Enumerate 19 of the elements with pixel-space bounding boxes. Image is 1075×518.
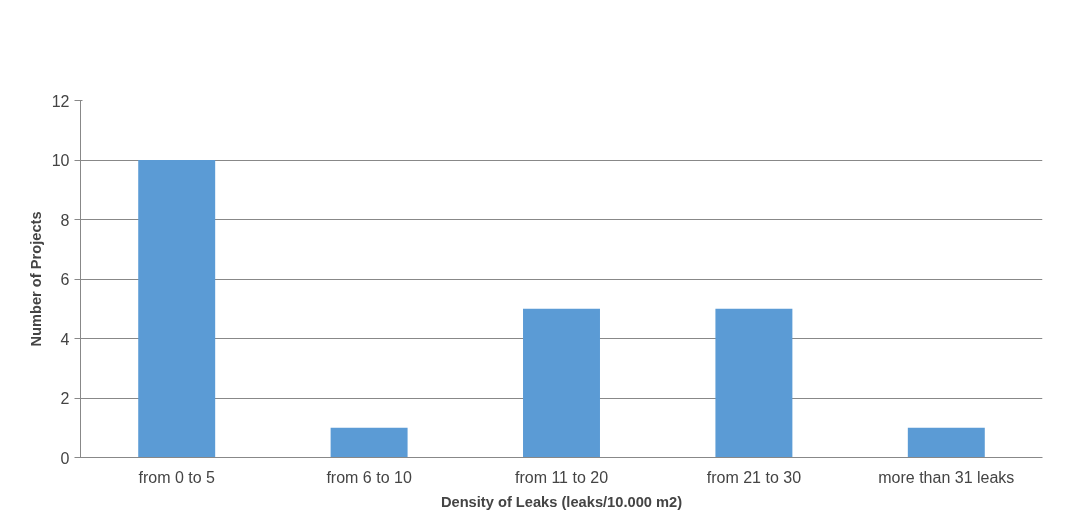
y-tick-label: 2	[60, 390, 70, 407]
y-axis-title: Number of Projects	[27, 211, 44, 347]
x-tick-label: from 21 to 30	[706, 468, 802, 486]
bar	[138, 160, 216, 458]
y-tick-label: 6	[60, 271, 70, 288]
bar	[715, 308, 793, 458]
bar	[907, 427, 985, 458]
x-tick-label: from 11 to 20	[514, 468, 609, 486]
y-tick-label: 0	[60, 449, 70, 467]
y-tick-label: 4	[60, 330, 70, 348]
x-tick-label: from 6 to 10	[326, 468, 412, 486]
x-tick-label: more than 31 leaks	[878, 468, 1015, 486]
x-tick-label: from 0 to 5	[138, 468, 216, 486]
y-tick-label: 8	[60, 211, 70, 229]
y-tick-label: 12	[51, 92, 70, 110]
bar	[523, 308, 600, 458]
bar	[330, 427, 408, 458]
x-axis-title: Density of Leaks (leaks/10.000 m2)	[440, 493, 683, 510]
y-tick-label: 10	[51, 152, 70, 169]
